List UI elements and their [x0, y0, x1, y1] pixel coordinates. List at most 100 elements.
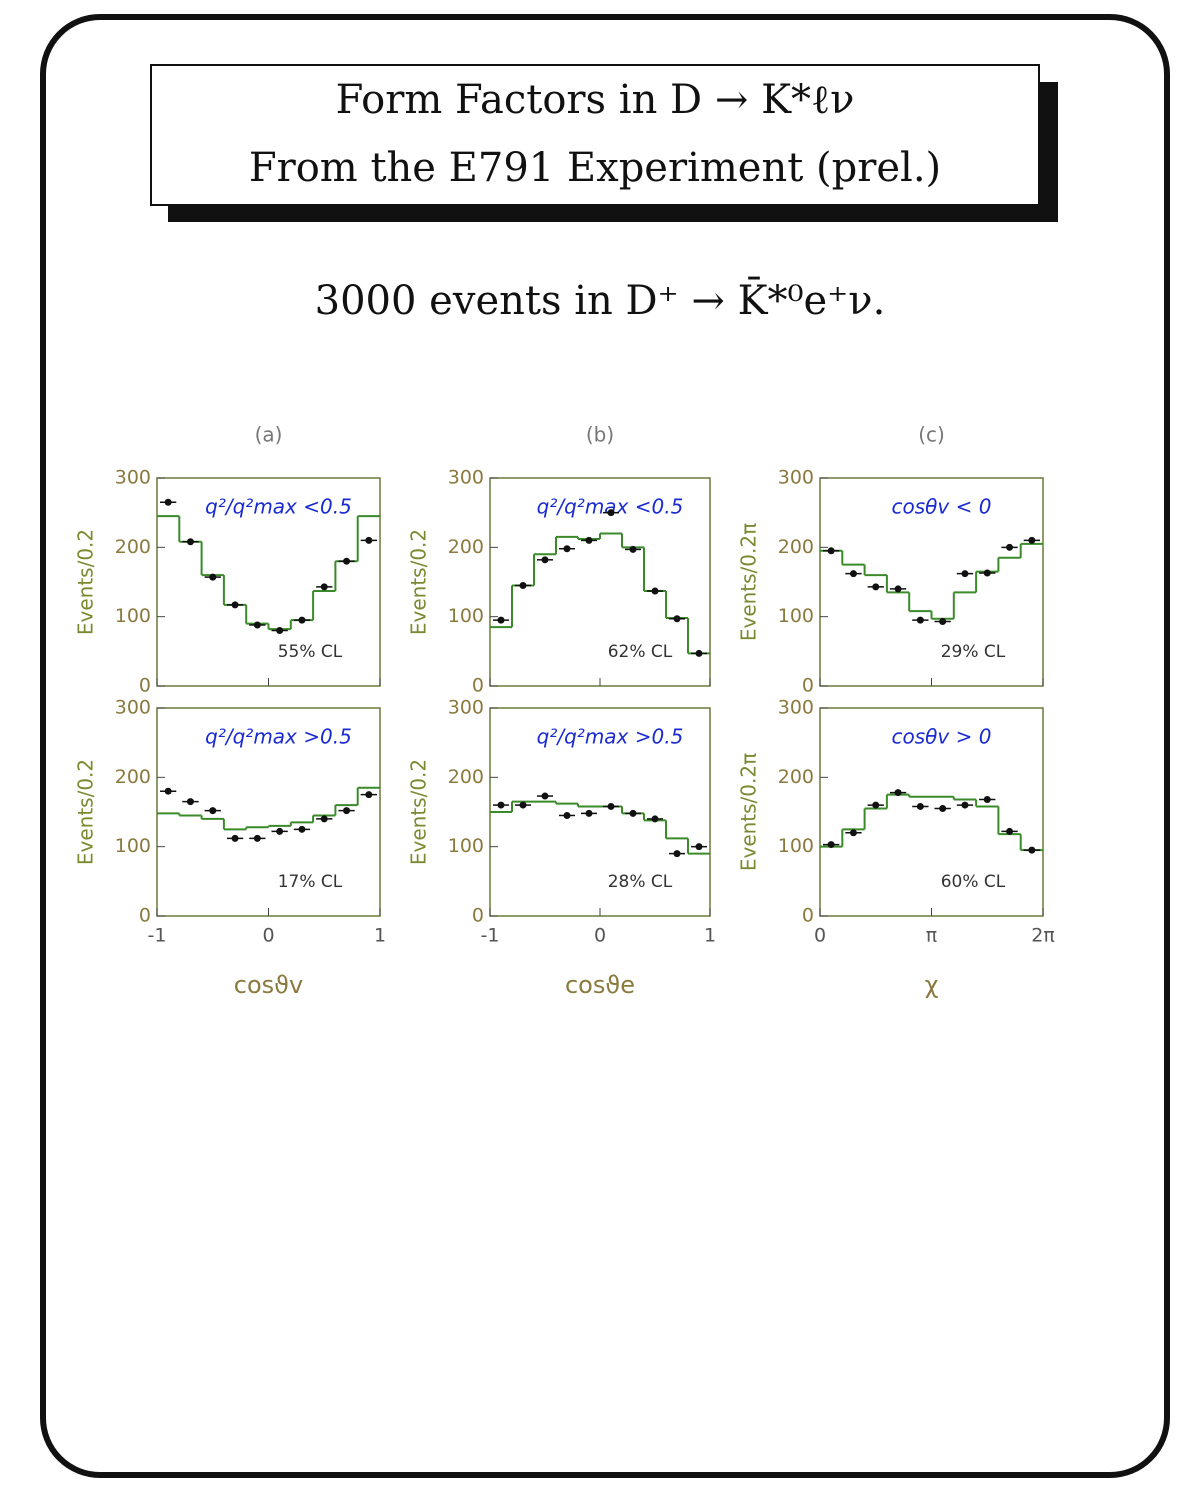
data-point [961, 570, 969, 578]
confidence-level: 55% CL [278, 642, 343, 662]
data-point [541, 792, 549, 800]
data-point [629, 545, 637, 553]
data-point [1028, 846, 1036, 854]
data-point [276, 827, 284, 835]
annotation: cosθv > 0 [892, 725, 992, 749]
data-point [164, 787, 172, 795]
y-tick-label: 100 [448, 605, 484, 627]
data-point [607, 802, 615, 810]
data-point [939, 618, 947, 626]
data-point [607, 509, 615, 517]
confidence-level: 62% CL [608, 642, 673, 662]
data-point [1028, 536, 1036, 544]
x-tick-label: -1 [481, 925, 500, 947]
panel-label: (a) [255, 423, 283, 447]
y-axis-label: Events/0.2π [737, 523, 761, 641]
y-axis-label: Events/0.2π [737, 753, 761, 871]
data-point [585, 536, 593, 544]
y-tick-label: 0 [139, 675, 151, 697]
data-point [320, 815, 328, 823]
x-tick-label: 0 [594, 925, 606, 947]
data-point [916, 802, 924, 810]
data-point [164, 498, 172, 506]
y-tick-label: 200 [778, 766, 814, 788]
data-point [186, 798, 194, 806]
data-point [497, 801, 505, 809]
y-tick-label: 200 [115, 536, 151, 558]
data-point [1006, 827, 1014, 835]
title-line: From the E791 Experiment (prel.) [248, 145, 942, 191]
y-tick-label: 300 [448, 697, 484, 719]
y-axis-label: Events/0.2 [407, 759, 431, 865]
y-tick-label: 300 [115, 697, 151, 719]
panel-label: (b) [586, 423, 614, 447]
confidence-level: 17% CL [278, 872, 343, 892]
y-axis-label: Events/0.2 [407, 529, 431, 635]
y-tick-label: 0 [472, 675, 484, 697]
title-box: Form Factors in D → K*ℓν From the E791 E… [150, 64, 1040, 206]
x-tick-label: 0 [262, 925, 274, 947]
y-tick-label: 0 [802, 675, 814, 697]
y-tick-label: 0 [802, 905, 814, 927]
data-point [253, 621, 261, 629]
data-point [673, 850, 681, 858]
data-point [519, 581, 527, 589]
x-tick-label: π [926, 925, 937, 947]
panel-label: (c) [918, 423, 945, 447]
data-point [629, 809, 637, 817]
data-point [651, 587, 659, 595]
x-tick-label: 1 [374, 925, 386, 947]
annotation: q²/q²max >0.5 [205, 725, 352, 749]
confidence-level: 29% CL [941, 642, 1006, 662]
confidence-level: 60% CL [941, 872, 1006, 892]
data-point [961, 801, 969, 809]
y-tick-label: 200 [448, 766, 484, 788]
data-point [186, 538, 194, 546]
data-point [894, 789, 902, 797]
data-point [916, 616, 924, 624]
y-tick-label: 200 [778, 536, 814, 558]
data-point [343, 807, 351, 815]
data-point [320, 583, 328, 591]
x-axis-label: cosϑv [234, 971, 303, 999]
annotation: cosθv < 0 [892, 495, 992, 519]
y-tick-label: 300 [778, 467, 814, 489]
data-point [827, 547, 835, 555]
y-tick-label: 300 [448, 467, 484, 489]
annotation: q²/q²max <0.5 [205, 495, 352, 519]
x-axis-label: χ [925, 971, 939, 999]
slide-frame [40, 14, 1170, 1478]
data-point [585, 809, 593, 817]
y-tick-label: 0 [472, 905, 484, 927]
data-point [849, 829, 857, 837]
data-point [209, 573, 217, 581]
y-tick-label: 100 [115, 835, 151, 857]
x-axis-label: cosϑe [565, 971, 635, 999]
y-axis-label: Events/0.2 [74, 759, 98, 865]
y-tick-label: 100 [778, 605, 814, 627]
data-point [827, 841, 835, 849]
data-point [563, 545, 571, 553]
y-tick-label: 100 [778, 835, 814, 857]
data-point [519, 801, 527, 809]
y-tick-label: 300 [778, 697, 814, 719]
data-point [541, 556, 549, 564]
y-tick-label: 300 [115, 467, 151, 489]
data-point [365, 536, 373, 544]
confidence-level: 28% CL [608, 872, 673, 892]
data-point [695, 843, 703, 851]
data-point [849, 570, 857, 578]
data-point [276, 627, 284, 635]
y-axis-label: Events/0.2 [74, 529, 98, 635]
data-point [231, 601, 239, 609]
data-point [298, 616, 306, 624]
data-point [253, 834, 261, 842]
data-point [497, 616, 505, 624]
annotation: q²/q²max >0.5 [537, 725, 684, 749]
y-tick-label: 200 [115, 766, 151, 788]
y-tick-label: 0 [139, 905, 151, 927]
x-tick-label: 2π [1031, 925, 1055, 947]
data-point [343, 557, 351, 565]
